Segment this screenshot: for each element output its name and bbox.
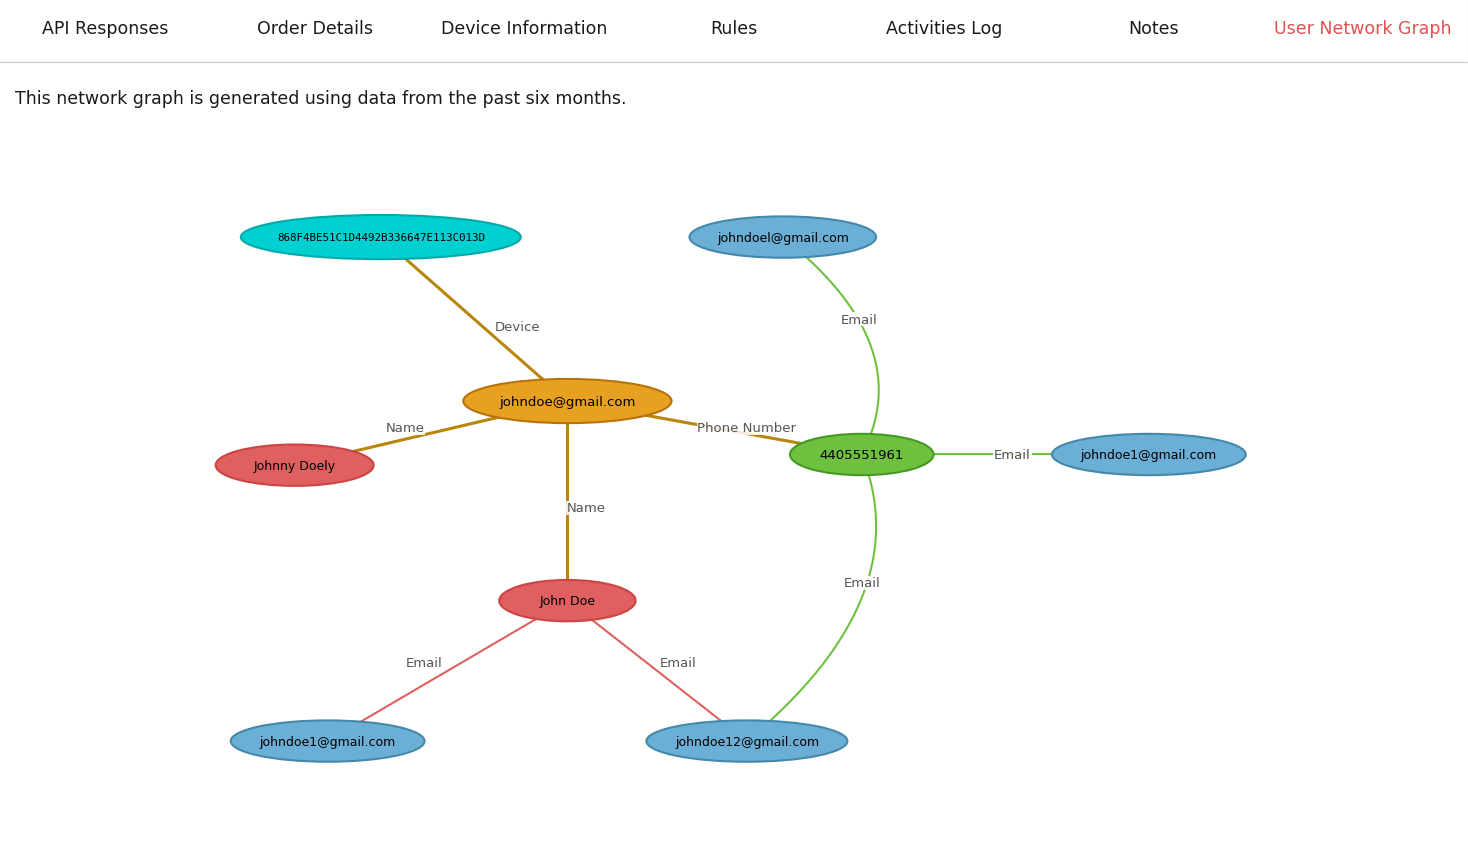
Ellipse shape bbox=[646, 721, 847, 762]
Ellipse shape bbox=[241, 216, 521, 260]
Text: This network graph is generated using data from the past six months.: This network graph is generated using da… bbox=[15, 90, 627, 108]
Text: Johnny Doely: Johnny Doely bbox=[254, 459, 336, 472]
Text: John Doe: John Doe bbox=[539, 594, 596, 607]
Ellipse shape bbox=[216, 445, 373, 486]
Text: Name: Name bbox=[567, 502, 606, 515]
Text: Activities Log: Activities Log bbox=[885, 20, 1001, 38]
Text: johndoe1@gmail.com: johndoe1@gmail.com bbox=[1080, 449, 1217, 461]
Text: Email: Email bbox=[841, 313, 878, 326]
Text: 4405551961: 4405551961 bbox=[819, 449, 904, 461]
Text: Email: Email bbox=[405, 656, 442, 669]
Text: Email: Email bbox=[844, 577, 881, 590]
Ellipse shape bbox=[790, 434, 934, 475]
Ellipse shape bbox=[499, 580, 636, 622]
Ellipse shape bbox=[690, 217, 876, 258]
Text: Name: Name bbox=[386, 421, 424, 435]
Text: johndoe12@gmail.com: johndoe12@gmail.com bbox=[675, 734, 819, 747]
Text: Order Details: Order Details bbox=[257, 20, 373, 38]
Text: johndoe1@gmail.com: johndoe1@gmail.com bbox=[260, 734, 396, 747]
Text: User Network Graph: User Network Graph bbox=[1274, 20, 1452, 38]
Text: Device Information: Device Information bbox=[440, 20, 608, 38]
Text: johndoe@gmail.com: johndoe@gmail.com bbox=[499, 395, 636, 408]
Text: Device: Device bbox=[495, 320, 540, 333]
Text: Email: Email bbox=[659, 656, 696, 669]
Ellipse shape bbox=[464, 380, 671, 424]
Text: Phone Number: Phone Number bbox=[697, 421, 796, 435]
Ellipse shape bbox=[1053, 434, 1246, 475]
Text: 868F4BE51C1D4492B336647E113C013D: 868F4BE51C1D4492B336647E113C013D bbox=[277, 232, 484, 243]
Text: johndoel@gmail.com: johndoel@gmail.com bbox=[716, 232, 849, 245]
Text: Rules: Rules bbox=[711, 20, 757, 38]
Text: Notes: Notes bbox=[1127, 20, 1179, 38]
Text: API Responses: API Responses bbox=[41, 20, 167, 38]
Text: Email: Email bbox=[994, 449, 1031, 461]
Ellipse shape bbox=[230, 721, 424, 762]
